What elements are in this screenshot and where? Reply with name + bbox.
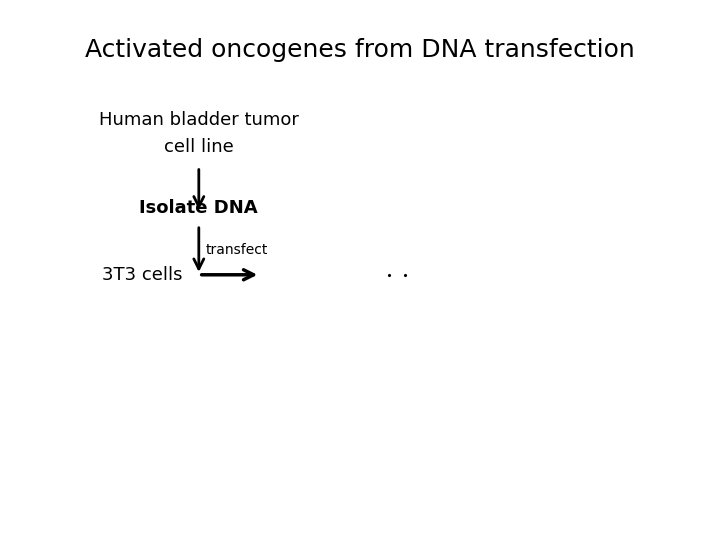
Text: cell line: cell line — [164, 138, 234, 156]
Text: Isolate DNA: Isolate DNA — [140, 199, 258, 217]
Text: 3T3 cells: 3T3 cells — [102, 266, 182, 284]
Text: transfect: transfect — [206, 243, 269, 257]
Text: Human bladder tumor: Human bladder tumor — [99, 111, 299, 129]
Text: Activated oncogenes from DNA transfection: Activated oncogenes from DNA transfectio… — [85, 38, 635, 62]
